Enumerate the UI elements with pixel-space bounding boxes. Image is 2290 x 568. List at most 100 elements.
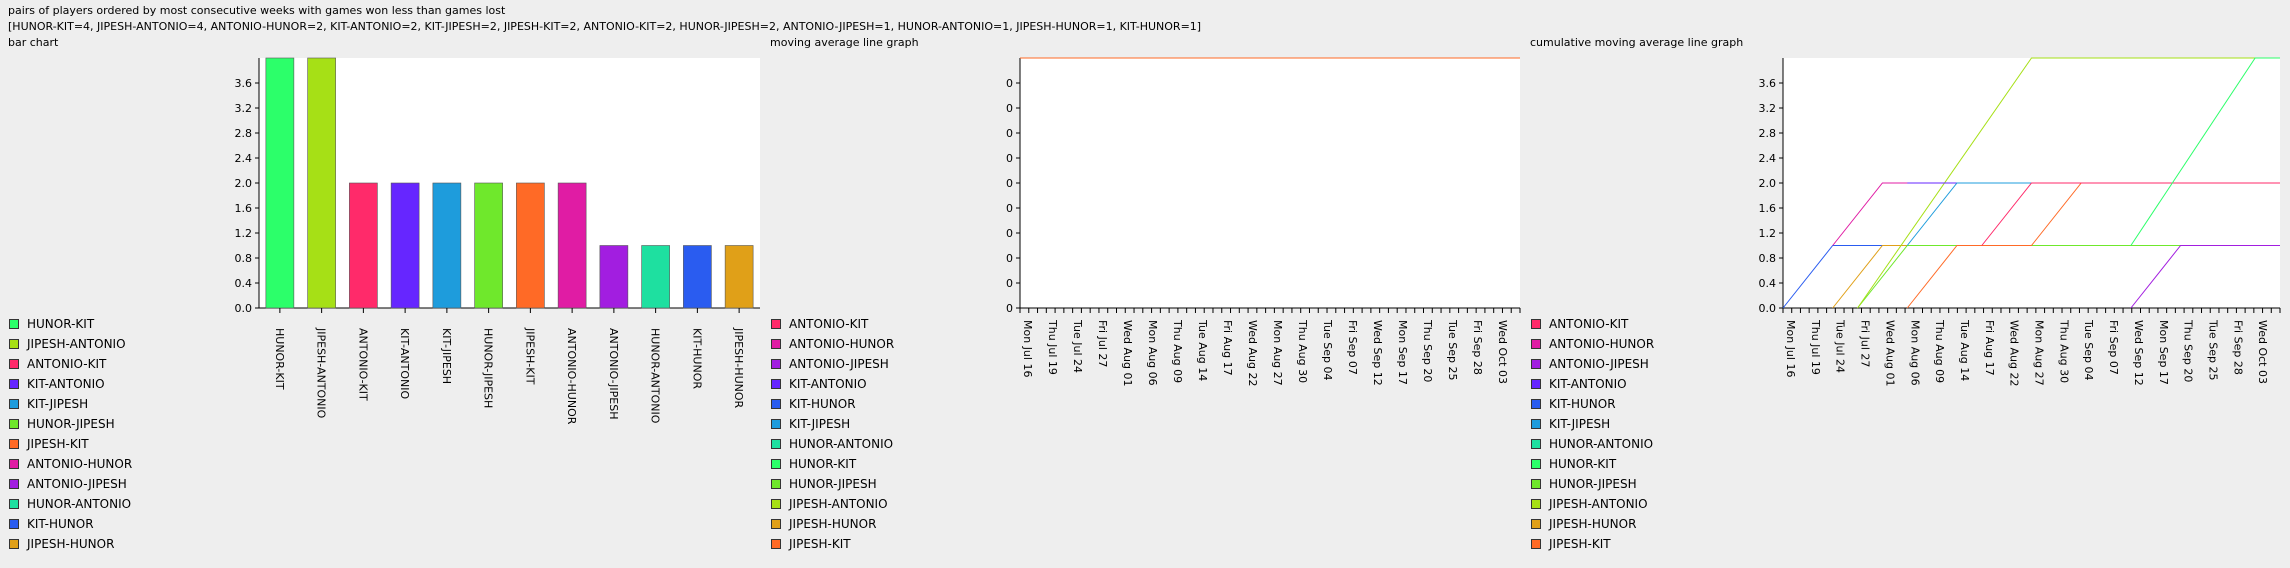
legend-swatch <box>1531 499 1541 509</box>
legend-label: KIT-HUNOR <box>27 517 94 531</box>
bar-x-tick-label: KIT-HUNOR <box>690 328 703 389</box>
legend-label: KIT-HUNOR <box>789 397 856 411</box>
cma-legend-item-kit-jipesh: KIT-JIPESH <box>1531 414 1654 434</box>
legend-swatch <box>9 379 19 389</box>
cma-x-tick-label: Fri Sep 07 <box>2107 320 2120 375</box>
ma-x-tick-label: Wed Oct 03 <box>1496 320 1509 384</box>
ma-legend-item-antonio-hunor: ANTONIO-HUNOR <box>771 334 894 354</box>
cma-y-tick-label: 0.4 <box>1759 277 1777 290</box>
legend-label: HUNOR-ANTONIO <box>789 437 894 451</box>
ma-x-tick-label: Tue Aug 14 <box>1196 319 1209 381</box>
legend-swatch <box>9 539 19 549</box>
bar-x-tick-label: JIPESH-ANTONIO <box>315 327 328 419</box>
bar-hunor-kit <box>265 57 295 309</box>
legend-swatch <box>771 319 781 329</box>
bar-x-tick-label: KIT-JIPESH <box>440 328 453 384</box>
ma-y-tick-label: 0 <box>1006 152 1013 165</box>
bar-antonio-jipesh <box>599 245 629 309</box>
legend-label: ANTONIO-KIT <box>1549 317 1629 331</box>
page-title: pairs of players ordered by most consecu… <box>8 4 506 17</box>
bar-legend-item-kit-jipesh: KIT-JIPESH <box>9 394 132 414</box>
cma-x-tick-label: Thu Aug 09 <box>1933 319 1946 383</box>
ma-x-tick-label: Tue Sep 25 <box>1446 319 1459 381</box>
bar-legend-item-hunor-jipesh: HUNOR-JIPESH <box>9 414 132 434</box>
cma-x-tick-label: Fri Aug 17 <box>1983 320 1996 376</box>
bar-x-tick-label: ANTONIO-KIT <box>356 328 369 401</box>
cma-x-tick-label: Tue Jul 24 <box>1834 319 1847 373</box>
ma-x-tick-label: Tue Jul 24 <box>1071 319 1084 373</box>
ma-x-tick-label: Mon Aug 06 <box>1146 320 1159 386</box>
bar-legend-item-antonio-hunor: ANTONIO-HUNOR <box>9 454 132 474</box>
bar-legend-item-hunor-antonio: HUNOR-ANTONIO <box>9 494 132 514</box>
ma-y-tick-label: 0 <box>1006 277 1013 290</box>
cma-x-tick-label: Thu Jul 19 <box>1809 319 1822 375</box>
bar-legend-item-hunor-kit: HUNOR-KIT <box>9 314 132 334</box>
ma-y-tick-label: 0 <box>1006 302 1013 315</box>
cma-line-jipesh-antonio <box>1857 57 2280 309</box>
cma-x-tick-label: Mon Aug 27 <box>2033 320 2046 386</box>
ma-legend-item-kit-hunor: KIT-HUNOR <box>771 394 894 414</box>
ma-legend-item-hunor-kit: HUNOR-KIT <box>771 454 894 474</box>
ma-legend-item-antonio-jipesh: ANTONIO-JIPESH <box>771 354 894 374</box>
legend-swatch <box>771 399 781 409</box>
ma-legend-item-jipesh-antonio: JIPESH-ANTONIO <box>771 494 894 514</box>
ma-y-tick-label: 0 <box>1006 227 1013 240</box>
summary-line: [HUNOR-KIT=4, JIPESH-ANTONIO=4, ANTONIO-… <box>8 20 1202 33</box>
legend-swatch <box>1531 379 1541 389</box>
bar-y-tick-label: 2.0 <box>235 177 253 190</box>
ma-legend-item-antonio-kit: ANTONIO-KIT <box>771 314 894 334</box>
ma-x-tick-label: Mon Jul 16 <box>1021 320 1034 377</box>
cma-legend-item-jipesh-hunor: JIPESH-HUNOR <box>1531 514 1654 534</box>
cma-x-tick-label: Mon Sep 17 <box>2157 320 2170 385</box>
bar-x-tick-label: JIPESH-HUNOR <box>732 327 745 409</box>
bar-kit-hunor <box>683 245 712 309</box>
bar-jipesh-antonio <box>307 57 336 309</box>
legend-swatch <box>771 519 781 529</box>
ma-y-tick-label: 0 <box>1006 127 1013 140</box>
cma-y-tick-label: 1.2 <box>1759 227 1777 240</box>
bar-y-tick-label: 0.8 <box>235 252 253 265</box>
cma-x-tick-label: Fri Sep 28 <box>2231 320 2244 375</box>
cma-legend-item-jipesh-kit: JIPESH-KIT <box>1531 534 1654 554</box>
ma-x-tick-label: Thu Jul 19 <box>1046 319 1059 375</box>
legend-swatch <box>9 519 19 529</box>
bar-y-tick-label: 1.6 <box>235 202 253 215</box>
bar-y-tick-label: 0.4 <box>235 277 253 290</box>
moving-average-legend: ANTONIO-KIT ANTONIO-HUNOR ANTONIO-JIPESH KI… <box>771 314 894 554</box>
legend-swatch <box>771 499 781 509</box>
ma-x-tick-label: Mon Sep 17 <box>1396 320 1409 385</box>
legend-label: KIT-HUNOR <box>1549 397 1616 411</box>
ma-legend-item-jipesh-kit: JIPESH-KIT <box>771 534 894 554</box>
legend-swatch <box>1531 439 1541 449</box>
ma-y-tick-label: 0 <box>1006 252 1013 265</box>
ma-x-tick-label: Fri Jul 27 <box>1096 320 1109 367</box>
cma-line-hunor-kit <box>2130 57 2280 246</box>
bar-plot-area <box>259 58 760 308</box>
legend-swatch <box>9 459 19 469</box>
cma-y-tick-label: 0.8 <box>1759 252 1777 265</box>
cumulative-title: cumulative moving average line graph <box>1530 36 1744 49</box>
cma-legend-item-antonio-jipesh: ANTONIO-JIPESH <box>1531 354 1654 374</box>
cma-line-antonio-jipesh <box>2130 245 2280 309</box>
legend-label: KIT-ANTONIO <box>27 377 105 391</box>
bar-y-tick-label: 1.2 <box>235 227 253 240</box>
legend-label: HUNOR-JIPESH <box>1549 477 1637 491</box>
legend-swatch <box>771 359 781 369</box>
ma-x-tick-label: Wed Sep 12 <box>1371 320 1384 386</box>
legend-label: ANTONIO-HUNOR <box>1549 337 1655 351</box>
legend-label: ANTONIO-HUNOR <box>789 337 895 351</box>
cma-legend-item-kit-hunor: KIT-HUNOR <box>1531 394 1654 414</box>
legend-swatch <box>9 359 19 369</box>
bar-x-tick-label: JIPESH-KIT <box>523 327 536 385</box>
legend-swatch <box>9 439 19 449</box>
bar-legend-item-antonio-kit: ANTONIO-KIT <box>9 354 132 374</box>
bar-chart-legend: HUNOR-KIT JIPESH-ANTONIO ANTONIO-KIT KIT-AN… <box>9 314 132 554</box>
legend-label: JIPESH-ANTONIO <box>789 497 888 511</box>
moving-average-title: moving average line graph <box>770 36 919 49</box>
ma-legend-item-kit-antonio: KIT-ANTONIO <box>771 374 894 394</box>
ma-y-tick-label: 0 <box>1006 202 1013 215</box>
legend-label: ANTONIO-JIPESH <box>27 477 127 491</box>
cma-x-tick-label: Wed Sep 12 <box>2132 320 2145 386</box>
legend-swatch <box>771 339 781 349</box>
